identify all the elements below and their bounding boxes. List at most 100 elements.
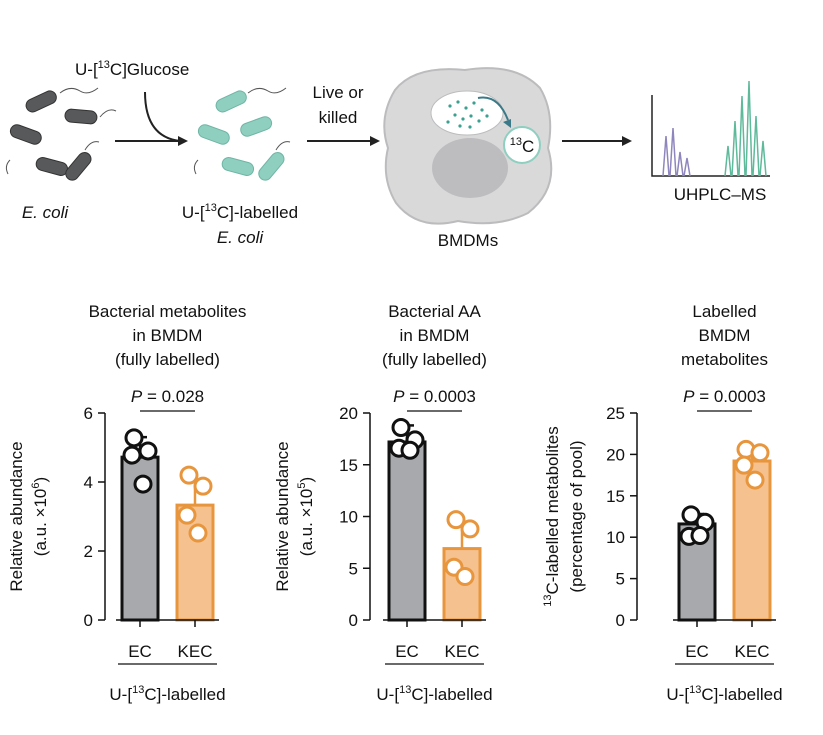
y-tick-label: 6 (84, 404, 93, 423)
group-label-part: C]-labelled (701, 685, 782, 704)
labelled-label: U-[13C]-labelled (182, 202, 298, 222)
y-tick-label: 15 (606, 487, 625, 506)
x-tick-label: EC (128, 642, 152, 661)
carbon-label-sup: 13 (510, 136, 522, 148)
transport-arrowhead (503, 119, 511, 128)
ecoli-cells (5, 87, 117, 181)
y-axis-label-part: (percentage of pool) (567, 440, 586, 592)
treatment-label: Live or (312, 83, 363, 102)
data-point (188, 523, 208, 543)
y-tick-label: 10 (339, 508, 358, 527)
data-point (446, 510, 466, 530)
p-value: P = 0.028 (131, 387, 204, 406)
carbon-label-part: C (522, 137, 534, 156)
p-symbol: P (683, 387, 695, 406)
chart-title: Bacterial AA (388, 302, 481, 321)
group-label-part: U-[ (109, 685, 132, 704)
y-tick-label: 20 (606, 445, 625, 464)
data-point (750, 443, 770, 463)
y-axis-label-part: Relative abundance (7, 441, 26, 591)
chart-title: (fully labelled) (382, 350, 487, 369)
bar (387, 440, 427, 622)
data-point (133, 474, 153, 494)
p-value: P = 0.0003 (683, 387, 766, 406)
data-point (455, 567, 475, 587)
chromatogram (651, 80, 770, 177)
treatment-label: killed (319, 108, 358, 127)
group-label-sup: 13 (689, 684, 701, 696)
p-symbol: P (131, 387, 143, 406)
y-tick-label: 10 (606, 528, 625, 547)
group-label-part: U-[ (376, 685, 399, 704)
y-tick-label: 20 (339, 404, 358, 423)
arrowheads (178, 136, 632, 146)
y-axis-label-sup: 13 (542, 594, 554, 606)
glucose-label-sup: 13 (98, 59, 110, 71)
y-tick-label: 5 (616, 570, 625, 589)
data-point (177, 505, 197, 525)
glucose-label: U-[13C]Glucose (75, 59, 189, 79)
x-tick-label: EC (685, 642, 709, 661)
x-tick-label: KEC (735, 642, 770, 661)
group-label-sup: 13 (399, 684, 411, 696)
data-point (460, 519, 480, 539)
y-tick-label: 15 (339, 456, 358, 475)
labelled-ecoli-label: E. coli (217, 228, 265, 247)
y-axis-label-part: C-labelled metabolites (543, 426, 562, 594)
schematic (5, 67, 770, 225)
y-tick-label: 5 (349, 559, 358, 578)
data-point (179, 465, 199, 485)
y-axis-label: (percentage of pool) (567, 440, 586, 592)
labelled-label-sup: 13 (205, 202, 217, 214)
vacuole (430, 90, 504, 136)
ecoli-label: E. coli (22, 203, 70, 222)
group-label: U-[13C]-labelled (109, 684, 225, 704)
y-axis-label-part: Relative abundance (273, 441, 292, 591)
y-tick-label: 0 (616, 611, 625, 630)
group-label-sup: 13 (132, 684, 144, 696)
y-axis-label-sup: 5 (296, 482, 308, 488)
y-axis-label-part: ) (297, 477, 316, 483)
carbon-circle (503, 126, 541, 164)
labelled-ecoli-cells (193, 87, 291, 181)
data-point (124, 428, 144, 448)
arrows (115, 91, 624, 142)
p-text: = 0.028 (147, 387, 204, 406)
glucose-label-part: U-[ (75, 60, 98, 79)
group-label-part: C]-labelled (411, 685, 492, 704)
data-point (122, 445, 142, 465)
y-tick-label: 0 (84, 611, 93, 630)
x-tick-label: EC (395, 642, 419, 661)
chart-title: Labelled (692, 302, 756, 321)
group-label-part: U-[ (666, 685, 689, 704)
labelled-label-part: C]-labelled (217, 203, 298, 222)
chart-title: in BMDM (400, 326, 470, 345)
y-tick-label: 2 (84, 542, 93, 561)
y-axis-label-part: ) (31, 477, 50, 483)
ms-label: UHPLC–MS (674, 185, 767, 204)
y-axis-label: (a.u. ×105) (296, 477, 316, 556)
metabolite-dots (446, 100, 489, 129)
x-tick-label: KEC (445, 642, 480, 661)
chart-title: BMDM (699, 326, 751, 345)
chart-title: (fully labelled) (115, 350, 220, 369)
group-label: U-[13C]-labelled (376, 684, 492, 704)
y-axis-label: Relative abundance (273, 441, 292, 591)
chart-title: metabolites (681, 350, 768, 369)
data-point (681, 505, 701, 525)
y-axis-label: Relative abundance (7, 441, 26, 591)
p-text: = 0.0003 (409, 387, 476, 406)
bar-chart: Bacterial AA in BMDM (fully labelled) Relat… (273, 302, 493, 704)
carbon-label: 13C (510, 136, 535, 156)
transport-arrow (477, 96, 509, 121)
group-label-part: C]-labelled (144, 685, 225, 704)
data-point (391, 417, 411, 437)
bar-chart: Bacterial metabolites in BMDM (fully label… (7, 302, 246, 704)
data-point (690, 526, 710, 546)
p-symbol: P (393, 387, 405, 406)
data-point (745, 470, 765, 490)
labelled-label-part: U-[ (182, 203, 205, 222)
y-tick-label: 0 (349, 611, 358, 630)
data-point (138, 441, 158, 461)
